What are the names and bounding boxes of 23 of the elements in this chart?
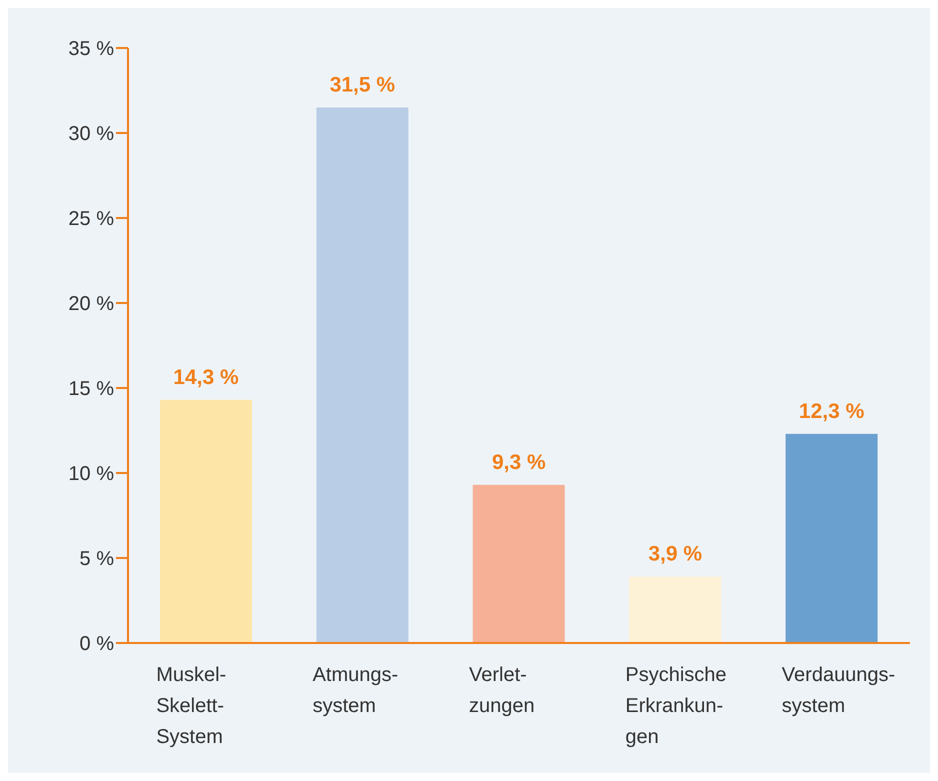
bar — [786, 434, 878, 643]
y-tick-label: 35 % — [68, 38, 114, 60]
data-label: 3,9 % — [648, 542, 702, 566]
data-label: 12,3 % — [798, 400, 865, 423]
y-tick-label: 20 % — [68, 293, 114, 316]
y-tick-label: 10 % — [68, 463, 114, 486]
data-label: 14,3 % — [173, 366, 240, 389]
x-tick-label: Verlet- zungen — [469, 664, 535, 717]
bar — [472, 484, 565, 643]
bar — [316, 108, 408, 643]
x-tick-label: Psychische Erkrankun- gen — [625, 664, 727, 748]
y-tick-label: 25 % — [68, 208, 114, 230]
bar — [629, 576, 722, 643]
data-label: 31,5 % — [330, 74, 396, 96]
x-tick-label: Atmungs- system — [312, 664, 398, 717]
x-tick-label: Verdauungs- system — [782, 664, 896, 717]
y-tick-label: 0 % — [80, 633, 114, 656]
y-tick-label: 30 % — [68, 123, 114, 146]
x-tick-label: Muskel- Skelett- System — [156, 664, 226, 748]
y-tick-label: 15 % — [68, 378, 114, 400]
data-label: 9,3 % — [492, 450, 546, 474]
y-tick-label: 5 % — [80, 548, 114, 570]
bar — [160, 400, 252, 643]
